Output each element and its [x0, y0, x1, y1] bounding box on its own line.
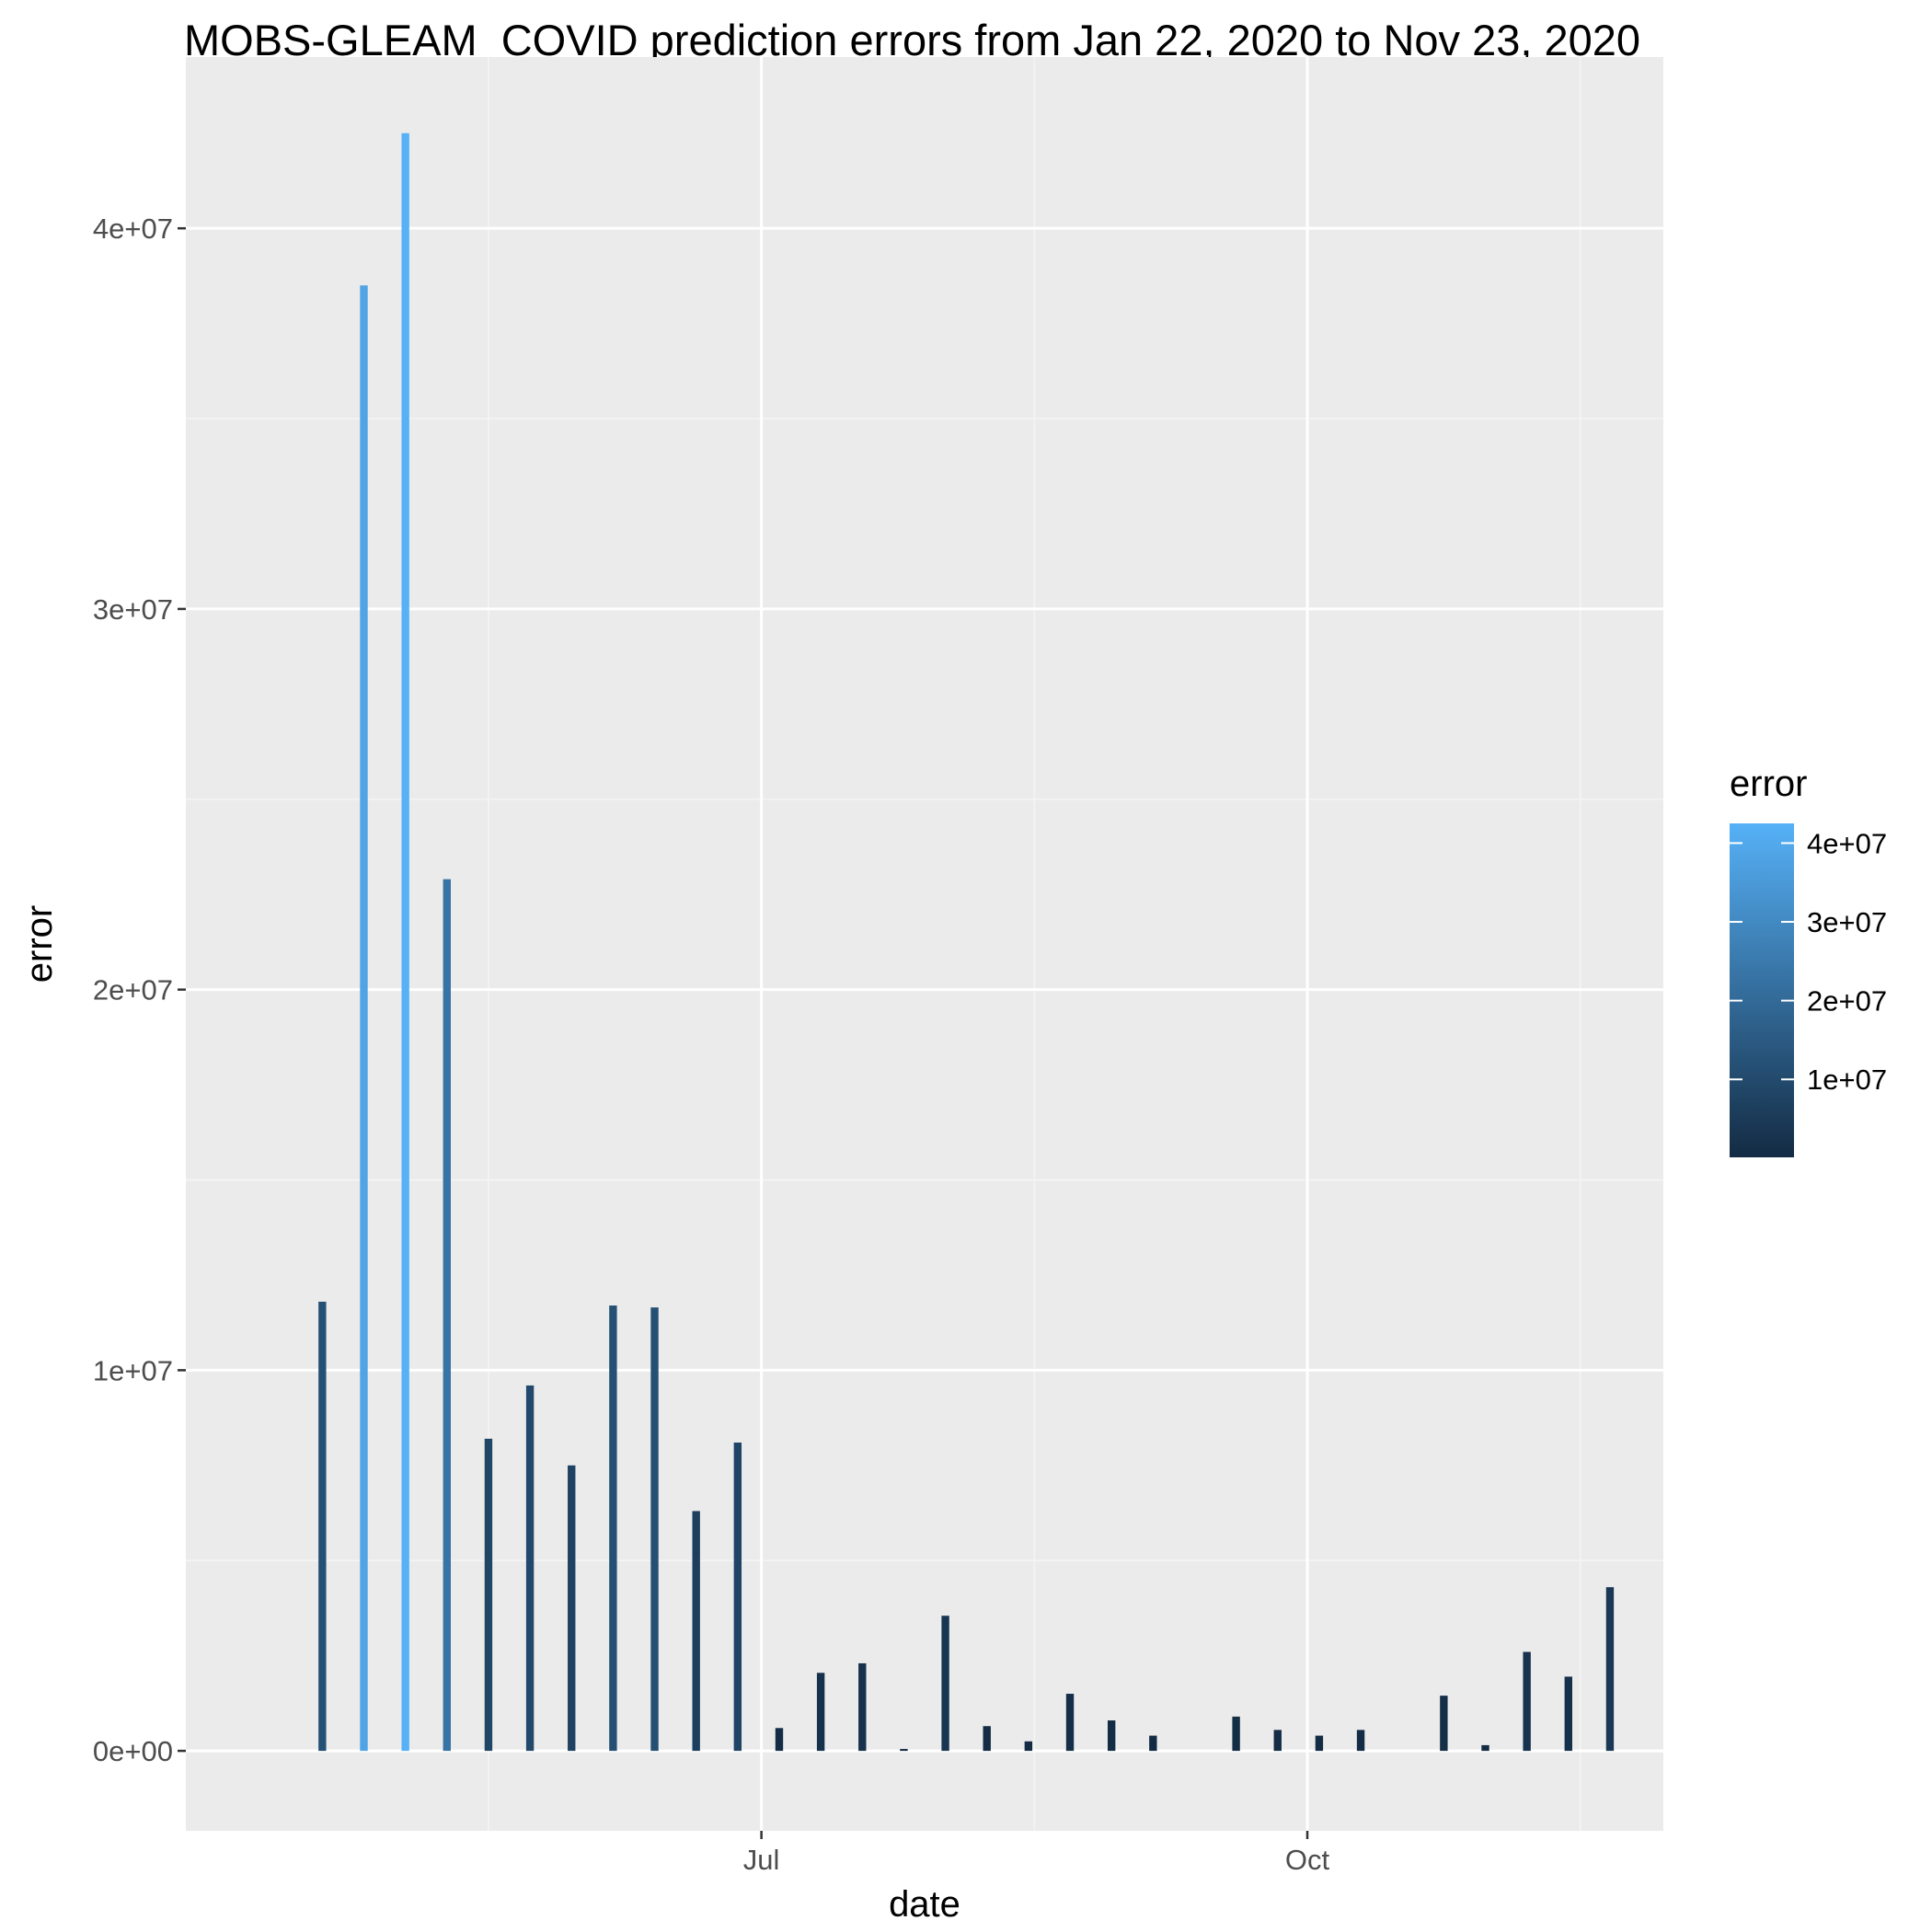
bar: [1107, 1720, 1116, 1752]
bar: [900, 1749, 908, 1752]
bar: [858, 1662, 867, 1752]
bar: [1356, 1730, 1365, 1752]
bar: [983, 1726, 991, 1752]
y-tick-label: 1e+07: [93, 1354, 173, 1386]
bar: [401, 132, 409, 1752]
bar: [816, 1673, 825, 1752]
grid-lines: [186, 57, 1663, 1831]
x-tick-label: Oct: [1285, 1844, 1330, 1876]
x-axis-title: date: [889, 1884, 960, 1925]
bar: [360, 285, 368, 1752]
legend: error 1e+07 2e+07 3e+07 4e+07: [1730, 764, 1887, 1157]
legend-tick-label: 3e+07: [1807, 906, 1887, 938]
x-tick-label: Jul: [743, 1844, 780, 1876]
bar: [484, 1438, 493, 1752]
bar: [1149, 1735, 1157, 1752]
bar: [318, 1301, 327, 1752]
bar: [1315, 1735, 1324, 1752]
legend-tick-label: 1e+07: [1807, 1064, 1887, 1096]
bar: [1481, 1744, 1489, 1752]
bar: [1564, 1676, 1572, 1752]
y-tick-label: 2e+07: [93, 974, 173, 1006]
plot-panel: [186, 57, 1663, 1831]
axes: 0e+00 1e+07 2e+07 3e+07 4e+07 Jul Oct: [93, 213, 1330, 1876]
bar: [1273, 1730, 1282, 1752]
legend-title: error: [1730, 764, 1807, 804]
y-tick-label: 0e+00: [93, 1735, 173, 1767]
bar: [1605, 1587, 1615, 1752]
bar: [733, 1442, 742, 1752]
bar: [1065, 1694, 1075, 1752]
y-axis-title: error: [19, 905, 60, 983]
bar: [941, 1616, 949, 1752]
bar: [692, 1511, 700, 1752]
legend-colorbar: [1730, 823, 1794, 1157]
bar: [1024, 1741, 1033, 1752]
legend-tick-label: 2e+07: [1807, 985, 1887, 1018]
bar: [525, 1385, 535, 1752]
chart-title: MOBS-GLEAM_COVID prediction errors from …: [184, 16, 1640, 64]
bar: [609, 1305, 617, 1752]
bar: [1232, 1716, 1240, 1752]
bar: [443, 879, 451, 1752]
bar: [650, 1307, 659, 1752]
bars: [318, 132, 1615, 1752]
bar: [1440, 1696, 1448, 1752]
bar: [568, 1465, 576, 1752]
y-tick-label: 4e+07: [93, 213, 173, 245]
legend-ticks: 1e+07 2e+07 3e+07 4e+07: [1730, 827, 1887, 1096]
legend-tick-label: 4e+07: [1807, 827, 1887, 859]
bar: [1523, 1651, 1531, 1752]
y-tick-label: 3e+07: [93, 593, 173, 626]
bar: [775, 1728, 784, 1752]
